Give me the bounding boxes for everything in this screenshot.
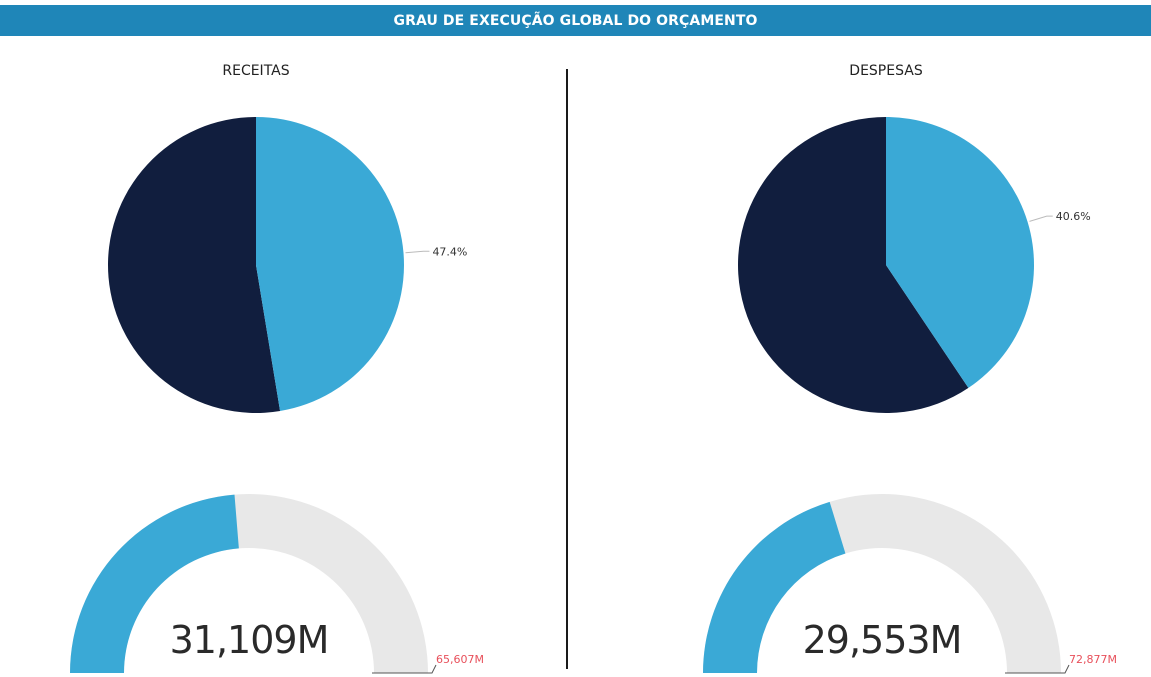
pie-slice-executed[interactable]	[886, 117, 1034, 388]
pie-leader-line	[405, 250, 430, 254]
pie-slice-remaining[interactable]	[107, 117, 281, 413]
gauge-max-label: 65,607M	[436, 653, 484, 666]
page-header: GRAU DE EXECUÇÃO GLOBAL DO ORÇAMENTO	[0, 5, 1151, 36]
pie-percent-label: 40.6%	[1056, 210, 1091, 223]
despesas-title: DESPESAS	[849, 63, 923, 79]
pie-percent-label: 47.4%	[432, 245, 467, 258]
pie-slice-remaining[interactable]	[738, 116, 969, 414]
gauge-value-label: 29,553M	[803, 618, 962, 662]
pie-slice-executed[interactable]	[256, 117, 404, 412]
gauge-fill[interactable]	[70, 494, 239, 673]
receitas-pie: 47.4%	[107, 117, 467, 413]
gauge-value-label: 31,109M	[170, 618, 329, 662]
gauge-max-leader	[372, 664, 437, 674]
despesas-gauge: 29,553M 72,877M	[703, 494, 1117, 674]
receitas-gauge: 31,109M 65,607M	[70, 494, 484, 674]
section-divider	[566, 69, 568, 669]
gauge-max-leader	[1005, 664, 1070, 674]
page-title: GRAU DE EXECUÇÃO GLOBAL DO ORÇAMENTO	[393, 12, 758, 29]
pie-leader-line	[1029, 215, 1053, 222]
gauge-max-label: 72,877M	[1069, 653, 1117, 666]
gauge-fill[interactable]	[703, 501, 846, 673]
despesas-pie: 40.6%	[738, 116, 1091, 414]
receitas-title: RECEITAS	[222, 63, 290, 79]
